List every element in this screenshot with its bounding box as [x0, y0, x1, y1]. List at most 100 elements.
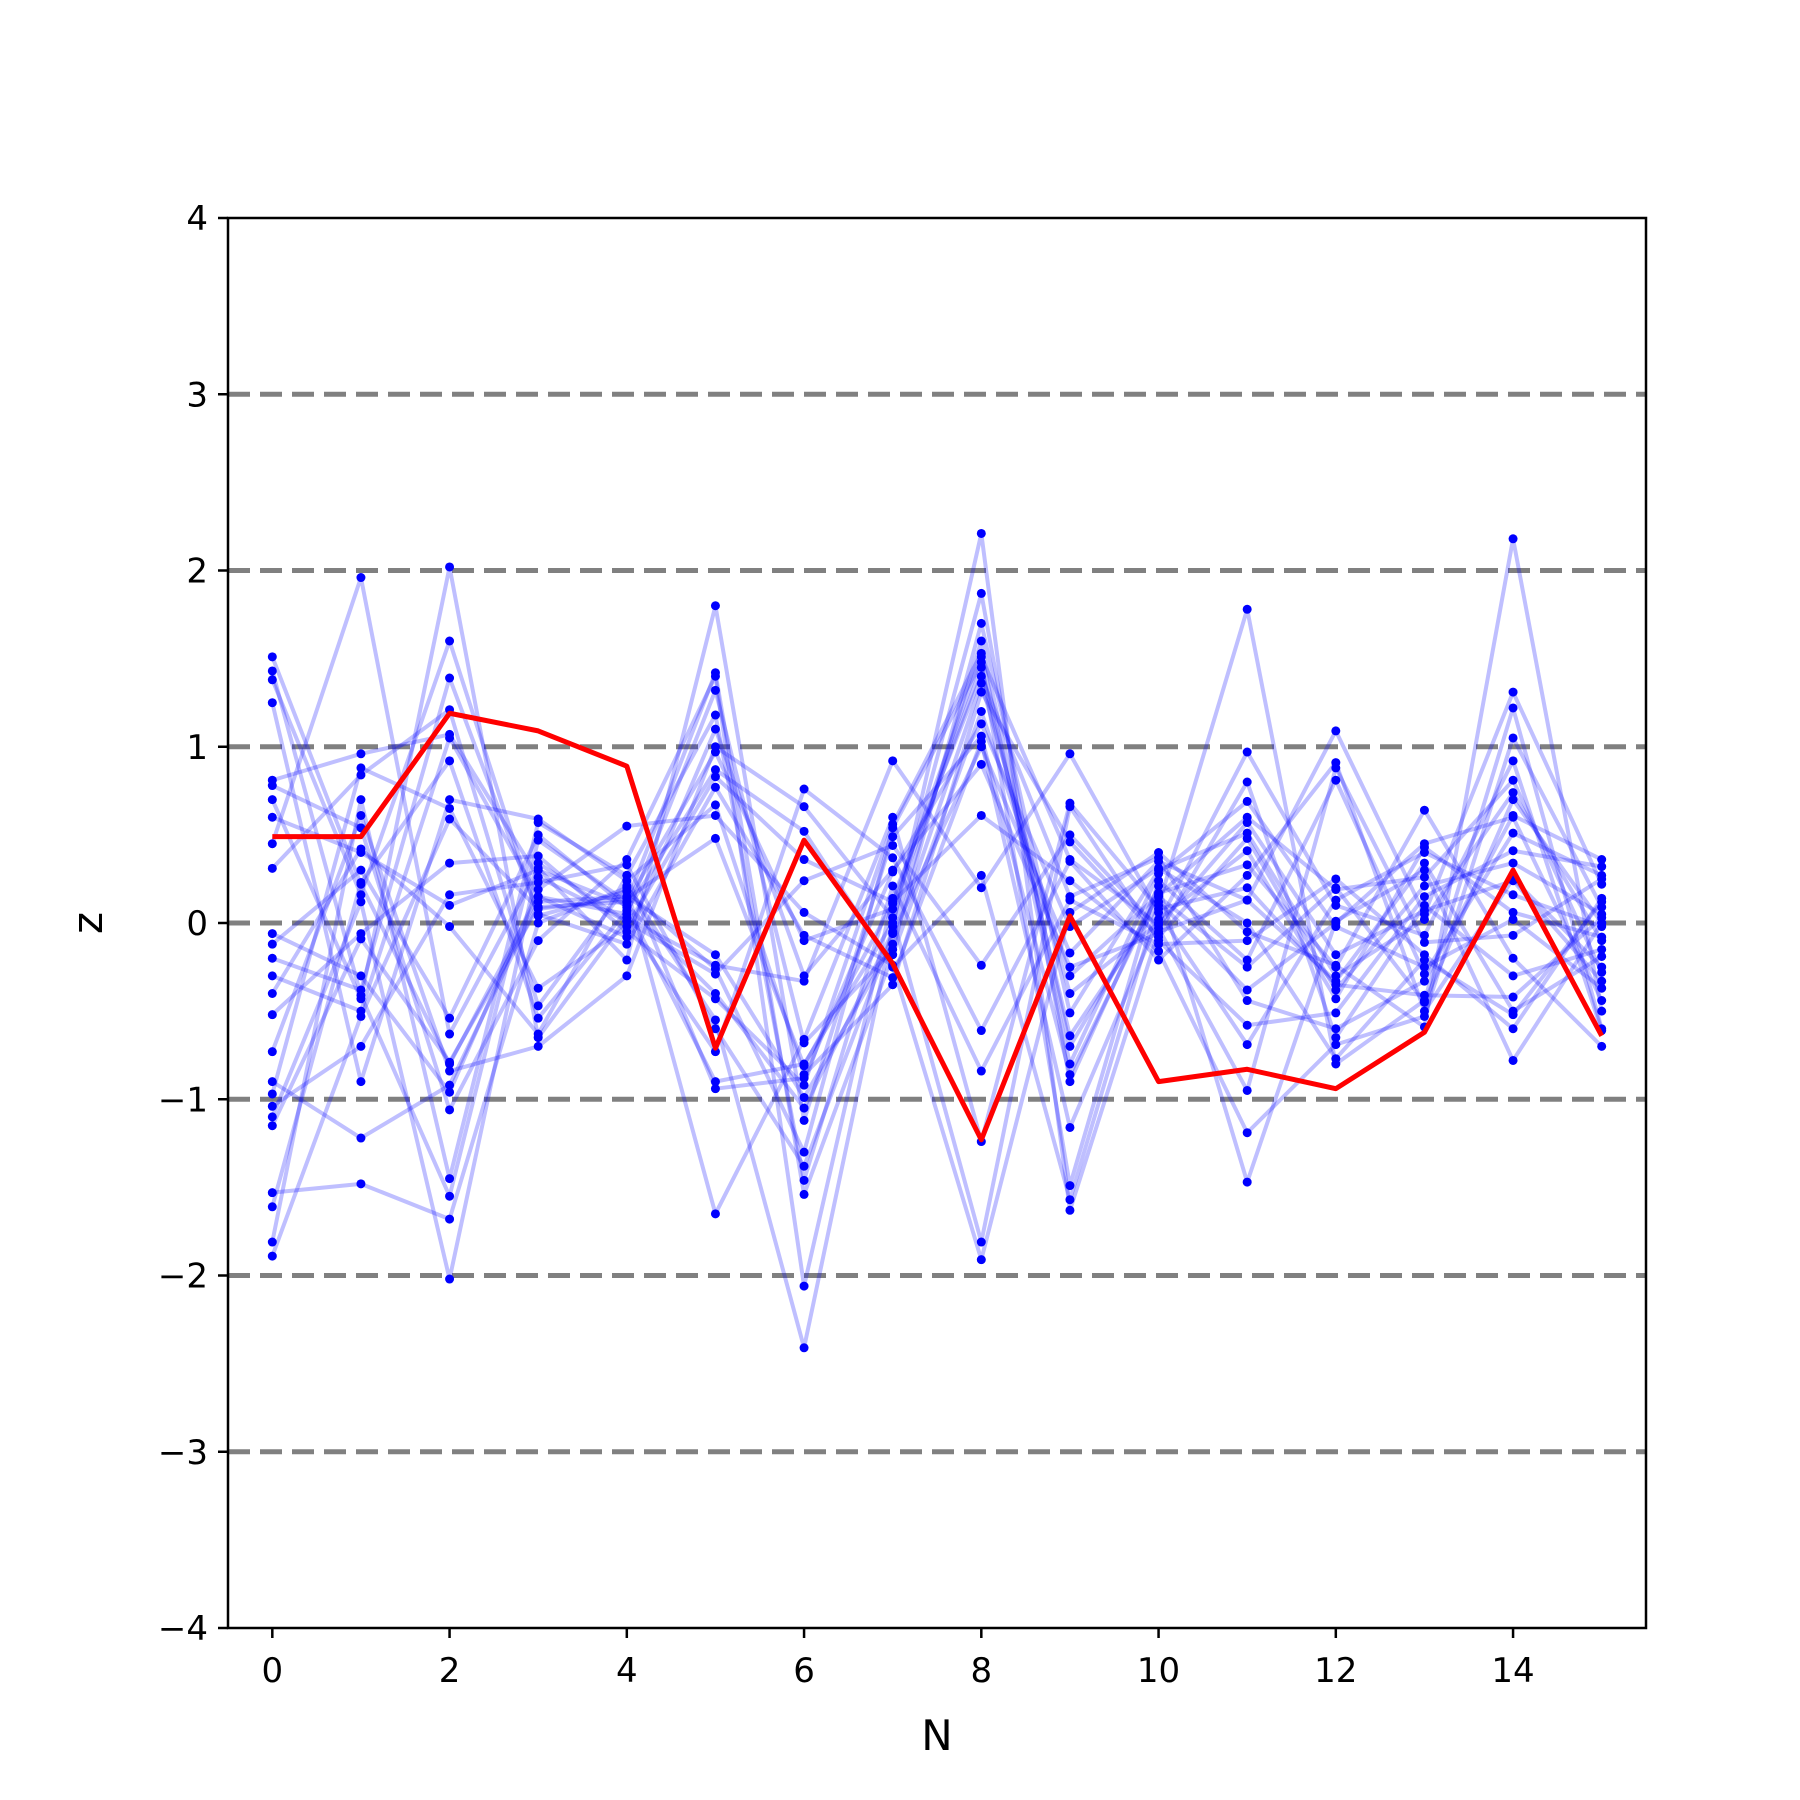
- ensemble-point: [267, 1188, 277, 1198]
- ensemble-point: [1242, 747, 1252, 757]
- x-tick-label: 4: [616, 1651, 638, 1691]
- ensemble-point: [799, 1080, 809, 1090]
- x-tick-label: 8: [970, 1651, 992, 1691]
- ensemble-point: [267, 781, 277, 791]
- ensemble-point: [1419, 997, 1429, 1007]
- ensemble-point: [1331, 918, 1341, 928]
- x-axis-label: N: [921, 1711, 952, 1760]
- ensemble-point: [1065, 1031, 1075, 1041]
- ensemble-point: [799, 784, 809, 794]
- ensemble-point: [445, 636, 455, 646]
- ensemble-point: [1242, 846, 1252, 856]
- ensemble-point: [710, 1015, 720, 1025]
- ensemble-point: [1242, 1040, 1252, 1050]
- ensemble-point: [1597, 944, 1607, 954]
- ensemble-point: [1508, 795, 1518, 805]
- ensemble-point: [1065, 971, 1075, 981]
- ensemble-point: [445, 733, 455, 743]
- ensemble-point: [267, 971, 277, 981]
- ensemble-point: [1419, 858, 1429, 868]
- ensemble-point: [1508, 953, 1518, 963]
- ensemble-point: [710, 1047, 720, 1057]
- ensemble-point: [445, 1013, 455, 1023]
- ensemble-point: [1419, 1011, 1429, 1021]
- x-tick-label: 10: [1137, 1651, 1180, 1691]
- ensemble-point: [445, 1274, 455, 1284]
- ensemble-point: [1065, 1205, 1075, 1215]
- ensemble-point: [356, 1133, 366, 1143]
- ensemble-series-line: [270, 670, 1604, 1197]
- ensemble-point: [533, 851, 543, 861]
- ensemble-point: [1419, 881, 1429, 891]
- ensemble-point: [1065, 876, 1075, 886]
- ensemble-point: [1597, 996, 1607, 1006]
- ensemble-point: [1065, 1122, 1075, 1132]
- ensemble-point: [356, 1179, 366, 1189]
- ensemble-series-line: [270, 744, 1603, 1245]
- ensemble-point: [710, 601, 720, 611]
- ensemble-series-line: [270, 564, 1603, 1047]
- ensemble-point: [267, 1251, 277, 1261]
- ensemble-point: [976, 883, 986, 893]
- ensemble-point: [1331, 950, 1341, 960]
- x-axis-ticks: 0 2 4 6 8 10 12 14: [261, 1628, 1535, 1691]
- ensemble-series-line: [270, 621, 1604, 1066]
- ensemble-point: [445, 1214, 455, 1224]
- ensemble-point: [976, 528, 986, 538]
- ensemble-point: [1331, 883, 1341, 893]
- y-tick-label: −3: [158, 1433, 208, 1473]
- ensemble-point: [1508, 1055, 1518, 1065]
- ensemble-point: [533, 818, 543, 828]
- ensemble-point: [1597, 874, 1607, 884]
- ensemble-point: [710, 710, 720, 720]
- ensemble-point: [1242, 777, 1252, 787]
- ensemble-point: [1154, 936, 1164, 946]
- ensemble-point: [1419, 900, 1429, 910]
- ensemble-point: [1331, 763, 1341, 773]
- ensemble-point: [267, 839, 277, 849]
- ensemble-point: [710, 782, 720, 792]
- y-axis-label: z: [63, 912, 112, 934]
- ensemble-point: [533, 936, 543, 946]
- ensemble-point: [710, 833, 720, 843]
- ensemble-point: [1597, 983, 1607, 993]
- ensemble-point: [1419, 872, 1429, 882]
- highlight-series: [272, 710, 1604, 1143]
- ensemble-point: [799, 1175, 809, 1185]
- y-tick-label: 1: [186, 728, 208, 768]
- ensemble-point: [445, 1057, 455, 1067]
- ensemble-point: [1331, 1008, 1341, 1018]
- ensemble-point: [533, 1001, 543, 1011]
- ensemble-point: [710, 1024, 720, 1034]
- ensemble-point: [710, 1077, 720, 1087]
- ensemble-point: [1508, 788, 1518, 798]
- ensemble-point: [1242, 955, 1252, 965]
- ensemble-point: [1154, 946, 1164, 956]
- ensemble-point: [622, 971, 632, 981]
- ensemble-point: [1065, 837, 1075, 847]
- ensemble-point: [1242, 1177, 1252, 1187]
- ensemble-point: [1419, 976, 1429, 986]
- ensemble-point: [710, 800, 720, 810]
- ensemble-point: [1597, 967, 1607, 977]
- ensemble-point: [356, 877, 366, 887]
- ensemble-point: [267, 675, 277, 685]
- ensemble-point: [1154, 904, 1164, 914]
- ensemble-point: [622, 821, 632, 831]
- ensemble-point: [1597, 932, 1607, 942]
- ensemble-point: [1154, 848, 1164, 857]
- ensemble-point: [799, 1092, 809, 1102]
- ensemble-point: [533, 1041, 543, 1051]
- ensemble-point: [445, 1029, 455, 1039]
- ensemble-point: [710, 724, 720, 734]
- ensemble-series-line: [272, 801, 1604, 1222]
- ensemble-point: [1508, 733, 1518, 743]
- ensemble-point: [356, 934, 366, 944]
- ensemble-point: [356, 865, 366, 875]
- ensemble-point: [976, 671, 986, 681]
- ensemble-point: [267, 812, 277, 822]
- ensemble-point: [267, 795, 277, 805]
- ensemble-point: [1508, 992, 1518, 1002]
- ensemble-point: [445, 1191, 455, 1201]
